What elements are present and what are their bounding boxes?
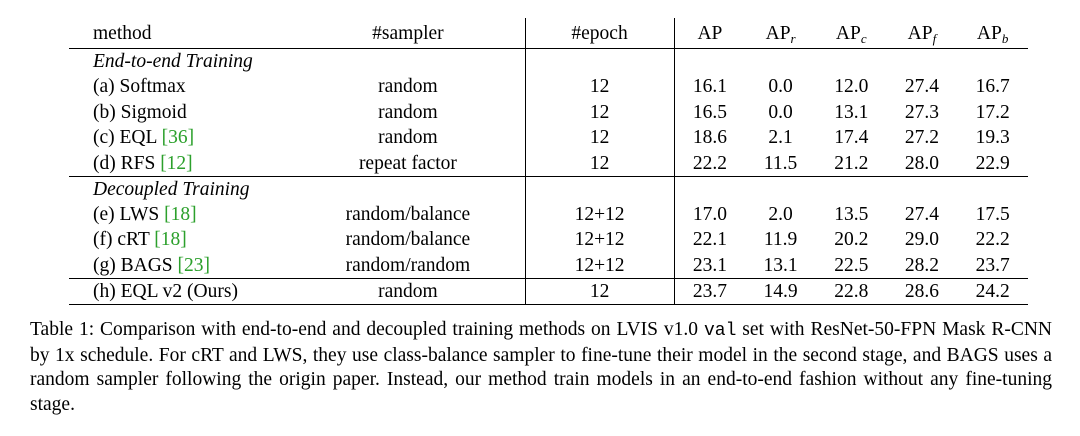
cell-ap-f: 27.2 [904, 127, 940, 149]
table-row: (a) Softmax random 12 16.1 0.0 12.0 27.4 16.7 [69, 74, 1028, 100]
cell-ap: 23.1 [692, 254, 727, 276]
cell-ap-b: 16.7 [975, 76, 1010, 98]
cell-ap: 22.1 [692, 229, 727, 251]
header-epoch: #epoch [525, 18, 675, 49]
header-method: method [93, 22, 152, 44]
table-caption: Table 1: Comparison with end-to-end and … [30, 319, 1053, 416]
citation-link: [12] [160, 152, 193, 174]
table-row: (f) cRT [18] random/balance 12+12 22.1 11.9 2… [69, 227, 1028, 253]
header-row: method #sampler #epoch AP APr APc APf AP… [69, 18, 1028, 49]
cell-ap-c: 22.8 [834, 280, 869, 302]
cell-ap-f: 29.0 [904, 229, 940, 251]
cell-ap-r: 13.1 [763, 254, 798, 276]
cell-method: (b) Sigmoid [93, 101, 187, 123]
cell-method: (c) EQL [36] [93, 127, 195, 149]
cell-ap-r: 2.0 [768, 203, 793, 225]
cell-ap-f: 27.4 [904, 76, 940, 98]
header-ap: AP [697, 22, 723, 44]
cell-epoch: 12+12 [525, 227, 675, 253]
cell-ap-f: 27.4 [904, 203, 940, 225]
header-ap-c: APc [835, 22, 867, 46]
header-ap-r: APr [765, 22, 796, 46]
results-table: method #sampler #epoch AP APr APc APf AP… [69, 18, 1028, 305]
cell-ap-f: 28.2 [904, 254, 940, 276]
section-label-decoupled: Decoupled Training [93, 178, 250, 200]
cell-ap-f: 28.0 [904, 152, 940, 174]
cell-ap-b: 17.2 [975, 101, 1010, 123]
cell-epoch: 12 [525, 278, 675, 304]
cell-ap-r: 14.9 [763, 280, 798, 302]
citation-link: [23] [177, 254, 211, 276]
table-row: (e) LWS [18] random/balance 12+12 17.0 2.0 13… [69, 201, 1028, 227]
table-row: (b) Sigmoid random 12 16.5 0.0 13.1 27.3 17.2 [69, 99, 1028, 125]
citation-link: [18] [154, 229, 187, 251]
cell-sampler: random [291, 99, 526, 125]
cell-ap-r: 0.0 [768, 101, 793, 123]
section-label-end-to-end: End-to-end Training [93, 51, 253, 72]
cell-method: (h) EQL v2 (Ours) [93, 280, 238, 302]
cell-ap-f: 27.3 [904, 101, 940, 123]
cell-sampler: random [291, 278, 526, 304]
cell-ap-c: 21.2 [834, 152, 869, 174]
cell-method: (f) cRT [18] [93, 229, 187, 251]
cell-sampler: random/balance [291, 201, 526, 227]
cell-ap-b: 24.2 [975, 280, 1010, 302]
cell-sampler: random/random [291, 252, 526, 278]
cell-epoch: 12 [525, 150, 675, 176]
cell-ap-f: 28.6 [904, 280, 940, 302]
citation-link: [18] [164, 203, 197, 225]
section-decoupled: Decoupled Training [69, 176, 1028, 202]
header-sampler: #sampler [291, 18, 526, 49]
cell-sampler: random/balance [291, 227, 526, 253]
cell-ap-c: 13.5 [834, 203, 869, 225]
table-row: (h) EQL v2 (Ours) random 12 23.7 14.9 22.8 28.… [69, 278, 1028, 304]
caption-code-val: val [703, 321, 737, 341]
table-row: (c) EQL [36] random 12 18.6 2.1 17.4 27.2 19.3 [69, 125, 1028, 151]
table-row: (g) BAGS [23] random/random 12+12 23.1 13.1 2… [69, 252, 1028, 278]
cell-method: (d) RFS [12] [93, 152, 193, 174]
cell-ap: 16.5 [692, 101, 727, 123]
table-row: (d) RFS [12] repeat factor 12 22.2 11.5 21.2 2… [69, 150, 1028, 176]
cell-ap: 22.2 [692, 152, 727, 174]
cell-ap-b: 17.5 [975, 203, 1010, 225]
header-ap-b: APb [976, 22, 1009, 46]
cell-epoch: 12 [525, 125, 675, 151]
cell-ap: 16.1 [692, 76, 727, 98]
cell-ap-c: 22.5 [834, 254, 869, 276]
cell-ap: 18.6 [692, 127, 727, 149]
cell-ap: 23.7 [692, 280, 727, 302]
cell-ap-c: 20.2 [834, 229, 869, 251]
cell-epoch: 12+12 [525, 201, 675, 227]
cell-sampler: repeat factor [291, 150, 526, 176]
citation-link: [36] [161, 127, 195, 149]
cell-epoch: 12 [525, 99, 675, 125]
cell-ap-r: 11.9 [763, 229, 798, 251]
cell-epoch: 12+12 [525, 252, 675, 278]
cell-sampler: random [291, 125, 526, 151]
cell-sampler: random [291, 74, 526, 100]
cell-ap-b: 23.7 [975, 254, 1010, 276]
cell-ap-c: 13.1 [834, 101, 869, 123]
cell-method: (g) BAGS [23] [93, 254, 211, 276]
cell-ap-b: 22.9 [975, 152, 1010, 174]
cell-ap-r: 0.0 [768, 76, 793, 98]
cell-epoch: 12 [525, 74, 675, 100]
header-ap-f: APf [907, 22, 937, 46]
cell-ap-c: 17.4 [834, 127, 869, 149]
cell-ap-b: 22.2 [975, 229, 1010, 251]
cell-ap-r: 11.5 [763, 152, 798, 174]
cell-method: (e) LWS [18] [93, 203, 197, 225]
cell-ap-c: 12.0 [834, 76, 869, 98]
cell-ap-r: 2.1 [768, 127, 793, 149]
cell-method: (a) Softmax [93, 76, 186, 98]
cell-ap-b: 19.3 [975, 127, 1010, 149]
section-end-to-end: End-to-end Training [69, 48, 1028, 74]
cell-ap: 17.0 [692, 203, 727, 225]
